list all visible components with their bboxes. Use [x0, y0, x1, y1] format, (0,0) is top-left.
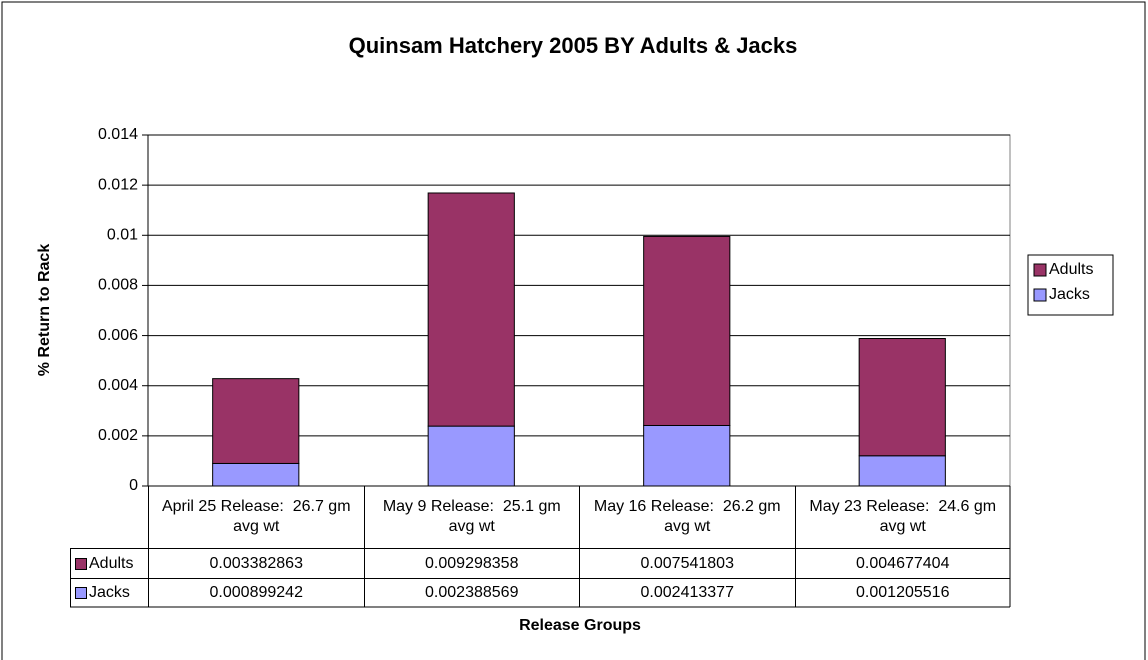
table-value: 0.002388569: [363, 578, 579, 607]
table-value: 0.000899242: [148, 578, 364, 607]
y-axis-label: % Return to Rack: [36, 244, 53, 377]
y-tick-label: 0.012: [98, 176, 138, 193]
table-value: 0.003382863: [148, 548, 364, 578]
category-cell: May 23 Release: 24.6 gm avg wt: [794, 486, 1011, 548]
table-row-label: Jacks: [70, 578, 148, 607]
category-cell: May 16 Release: 26.2 gm avg wt: [579, 486, 795, 548]
y-tick-label: 0.004: [98, 377, 138, 394]
legend-key: [1033, 288, 1047, 302]
bar-segment: [427, 425, 515, 487]
bar-segment: [212, 378, 300, 464]
y-tick-label: 0.002: [98, 427, 138, 444]
table-value: 0.001205516: [794, 578, 1010, 607]
legend-label: Adults: [1049, 261, 1093, 278]
bar-segment: [858, 338, 946, 457]
y-tick-label: 0.014: [98, 126, 138, 143]
x-axis-label: Release Groups: [519, 617, 641, 634]
chart-title: Quinsam Hatchery 2005 BY Adults & Jacks: [349, 33, 798, 58]
legend-label: Jacks: [1049, 286, 1090, 303]
bar-segment: [643, 424, 731, 487]
category-cell: April 25 Release: 26.7 gm avg wt: [148, 486, 364, 548]
table-value: 0.007541803: [579, 548, 795, 578]
y-tick-label: 0.006: [98, 327, 138, 344]
table-series-name: Jacks: [89, 584, 130, 601]
bar-segment: [212, 462, 300, 487]
table-legend-key: [75, 557, 87, 570]
table-series-name: Adults: [89, 554, 134, 572]
y-tick-label: 0: [129, 477, 138, 494]
table-value: 0.004677404: [794, 548, 1010, 578]
bar-segment: [643, 235, 731, 426]
table-value: 0.002413377: [579, 578, 795, 607]
table-legend-key: [75, 587, 87, 599]
y-tick-label: 0.01: [107, 227, 138, 244]
table-row-label: Adults: [70, 548, 148, 578]
bar-segment: [427, 192, 515, 427]
bar-segment: [858, 455, 946, 487]
table-value: 0.009298358: [363, 548, 579, 578]
legend-key: [1033, 263, 1047, 277]
y-tick-label: 0.008: [98, 277, 138, 294]
category-cell: May 9 Release: 25.1 gm avg wt: [363, 486, 580, 548]
